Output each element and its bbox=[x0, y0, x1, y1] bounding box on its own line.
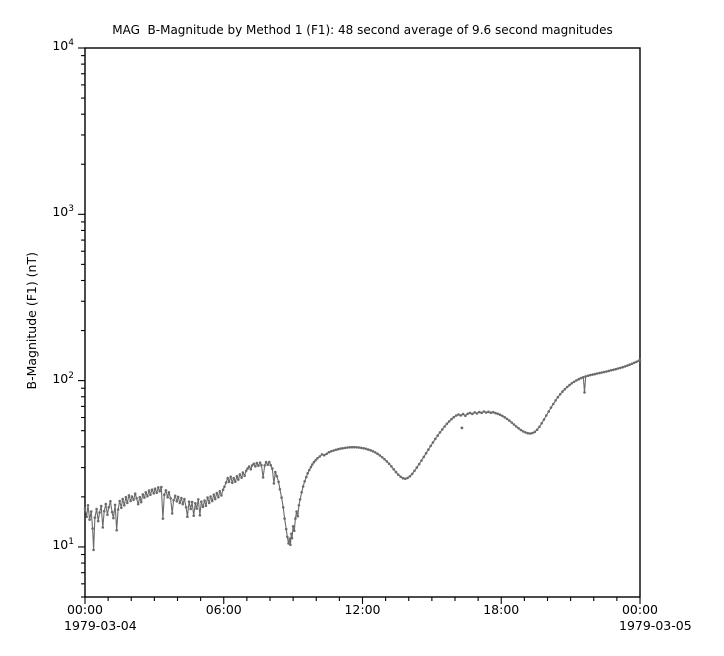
y-tick-label: 103 bbox=[52, 204, 74, 220]
y-tick-label: 102 bbox=[52, 370, 74, 386]
y-axis-label: B-Magnitude (F1) (nT) bbox=[24, 252, 39, 390]
x-tick-label: 00:00 bbox=[66, 602, 104, 617]
series-line bbox=[84, 359, 641, 551]
series-markers bbox=[83, 358, 642, 552]
y-tick-label: 101 bbox=[52, 536, 74, 552]
x-date-label: 1979-03-04 bbox=[64, 618, 137, 633]
x-ticks bbox=[84, 597, 641, 604]
x-tick-label: 18:00 bbox=[483, 602, 520, 617]
plot-frame bbox=[84, 47, 641, 598]
x-tick-label: 00:00 bbox=[621, 602, 659, 617]
y-ticks bbox=[78, 47, 85, 598]
x-tick-label: 12:00 bbox=[344, 602, 381, 617]
y-tick-label: 104 bbox=[52, 37, 74, 53]
chart-title: MAG B-Magnitude by Method 1 (F1): 48 sec… bbox=[112, 23, 613, 37]
x-tick-label: 06:00 bbox=[205, 602, 242, 617]
outlier-points bbox=[460, 426, 464, 430]
x-date-label: 1979-03-05 bbox=[619, 618, 692, 633]
